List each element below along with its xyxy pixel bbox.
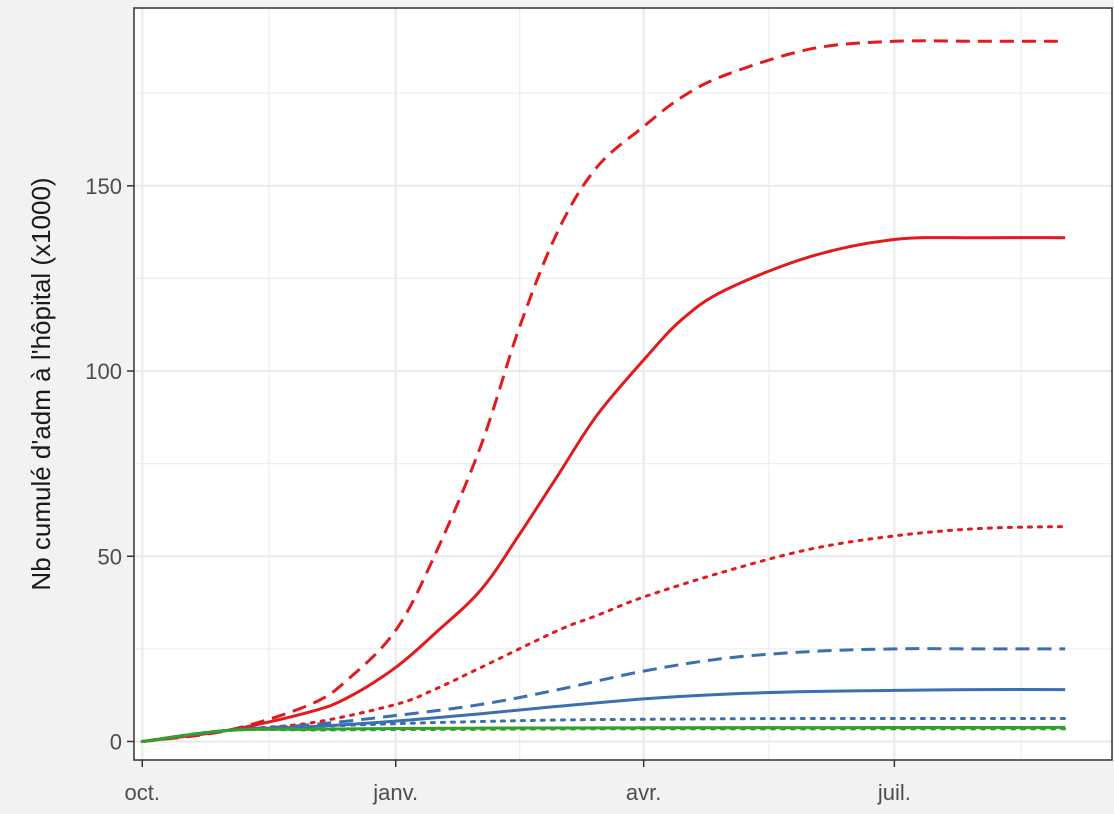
series-line-3 bbox=[140, 525, 1067, 743]
x-tick-label: juil. bbox=[877, 780, 911, 805]
x-tick-label: avr. bbox=[626, 780, 661, 805]
x-axis: oct. janv. avr. juil. bbox=[125, 760, 911, 805]
series-line-1 bbox=[142, 39, 1066, 743]
series-line-2 bbox=[142, 236, 1066, 743]
minor-gridlines bbox=[134, 8, 1112, 760]
y-tick-label: 150 bbox=[85, 174, 122, 199]
y-axis: 0 50 100 150 bbox=[85, 174, 134, 754]
series-line-8 bbox=[140, 727, 1067, 743]
x-tick-label: janv. bbox=[372, 780, 418, 805]
y-tick-label: 100 bbox=[85, 359, 122, 384]
y-tick-label: 50 bbox=[98, 544, 122, 569]
major-gridlines bbox=[134, 8, 1112, 760]
x-tick-label: oct. bbox=[125, 780, 160, 805]
series-line-4 bbox=[142, 647, 1066, 743]
panel-border bbox=[133, 7, 1113, 761]
series-layer bbox=[140, 39, 1067, 743]
y-axis-title: Nb cumulé d'adm à l'hôpital (x1000) bbox=[26, 177, 56, 590]
y-tick-label: 0 bbox=[110, 729, 122, 754]
